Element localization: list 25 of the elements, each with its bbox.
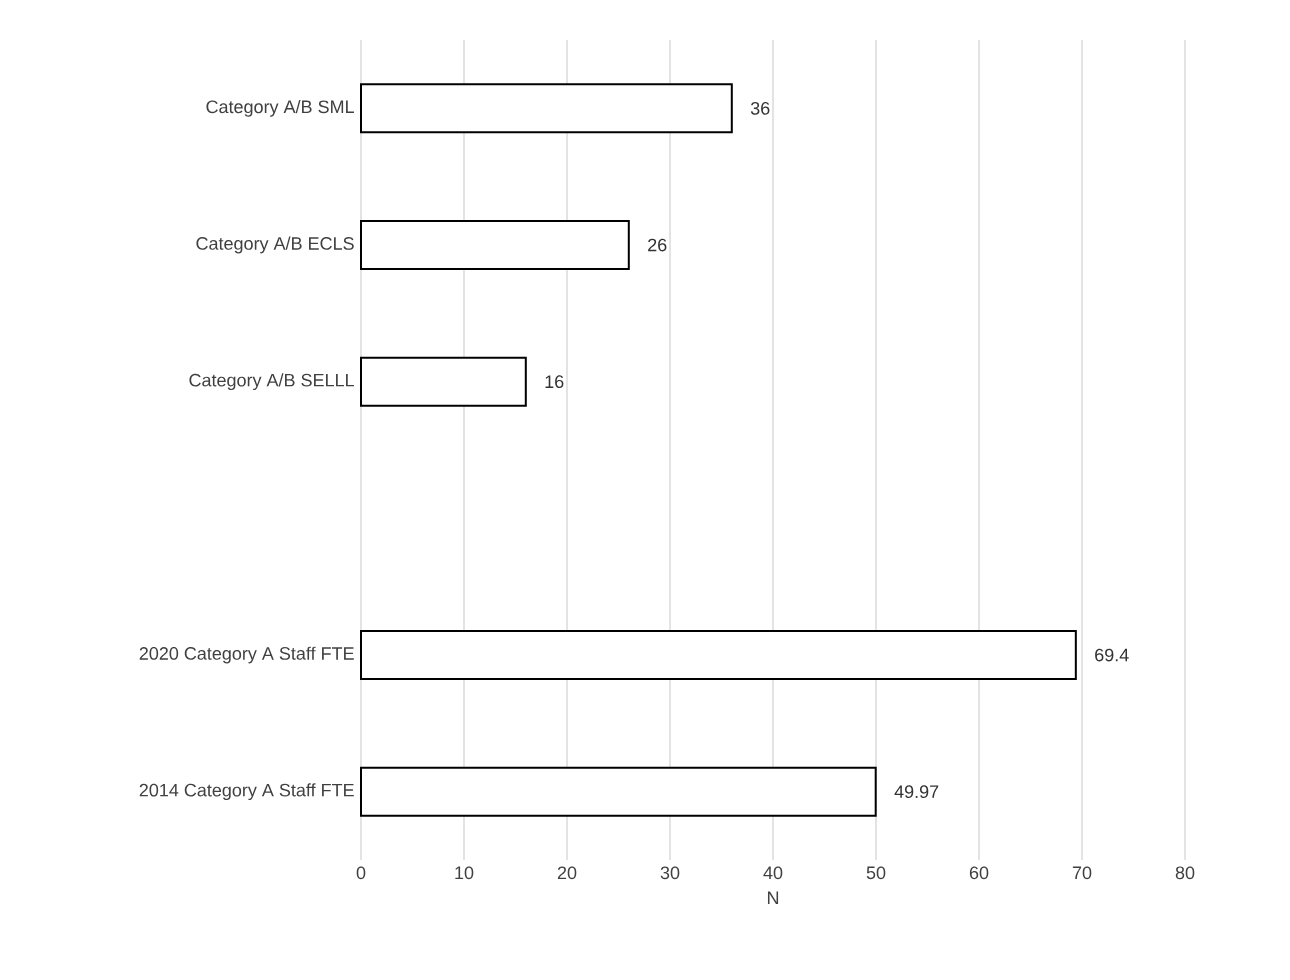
- x-tick-label: 80: [1175, 866, 1195, 880]
- x-tick-label: 60: [969, 866, 989, 880]
- bar: [360, 630, 1077, 681]
- data-label: 69.4: [1095, 648, 1129, 662]
- x-tick-label: 50: [866, 866, 886, 880]
- data-label: 16: [545, 375, 564, 389]
- y-tick-label: Category A/B SELLL: [189, 373, 354, 391]
- data-label: 26: [648, 238, 667, 252]
- y-tick-label: 2014 Category A Staff FTE: [139, 783, 354, 801]
- x-tick-label: 70: [1072, 866, 1092, 880]
- bar: [360, 766, 877, 817]
- x-tick-label: 30: [660, 866, 680, 880]
- x-tick-label: 10: [455, 866, 474, 880]
- y-tick-label: Category A/B ECLS: [196, 236, 354, 254]
- bar: [360, 220, 630, 271]
- x-tick-label: 40: [763, 866, 783, 880]
- y-tick-label: Category A/B SML: [206, 99, 354, 117]
- data-label: 36: [750, 101, 770, 115]
- bar: [360, 356, 527, 407]
- y-tick-label: 2020 Category A Staff FTE: [139, 646, 354, 664]
- x-tick-label: 20: [557, 866, 577, 880]
- bar: [360, 83, 733, 134]
- data-label: 49.97: [894, 785, 939, 799]
- x-axis-title: N: [767, 891, 779, 904]
- x-tick-label: 0: [356, 866, 366, 880]
